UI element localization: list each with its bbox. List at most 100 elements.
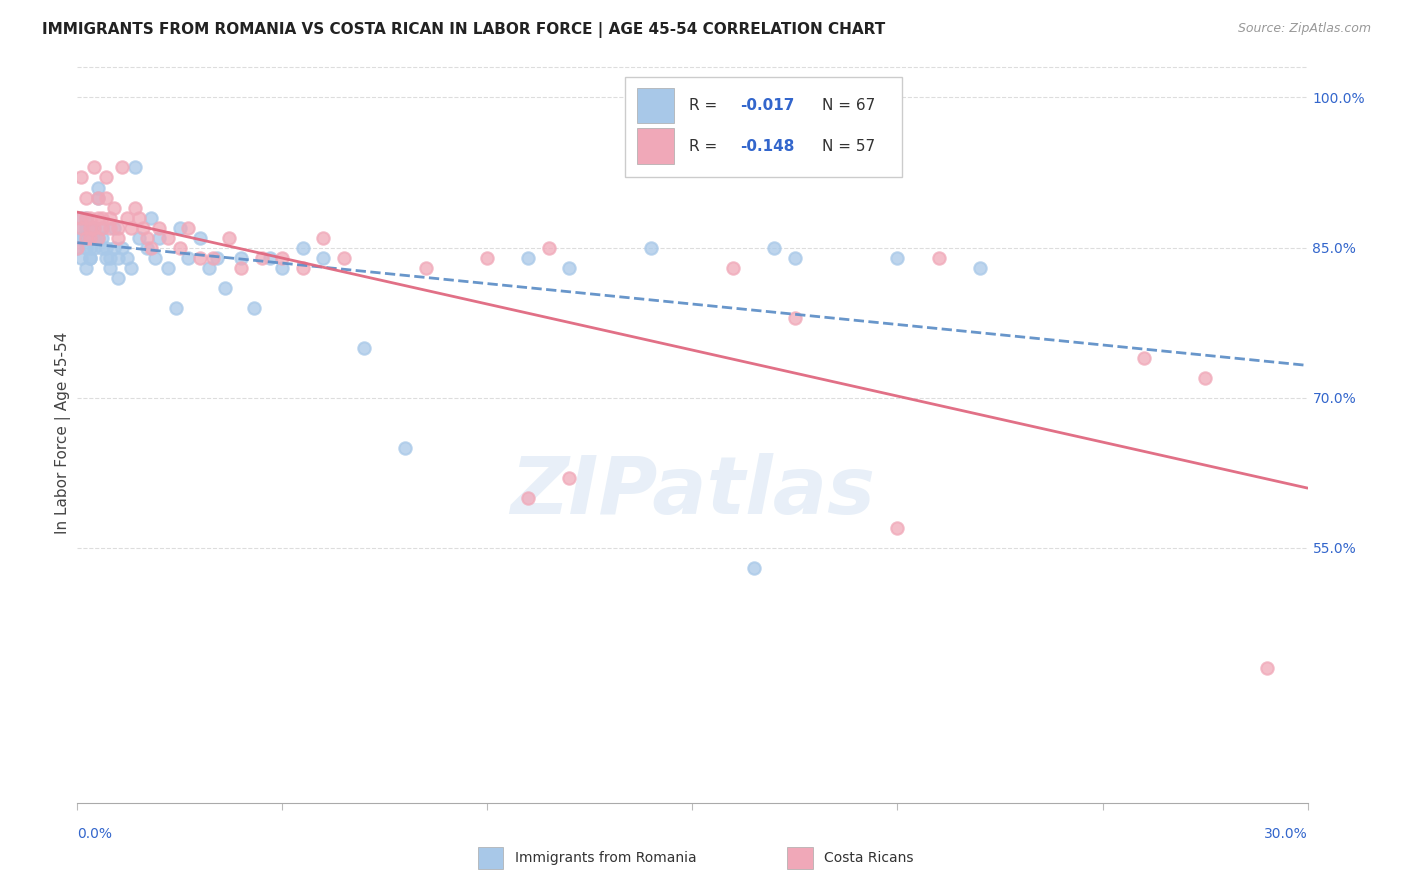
Point (141, 241, 163, 255)
Point (312, 230, 335, 244)
Point (90, 220, 114, 235)
Text: Costa Ricans: Costa Ricans (824, 851, 914, 865)
Point (558, 470, 581, 484)
Text: N = 57: N = 57 (821, 138, 875, 153)
Point (640, 241, 662, 255)
Point (87, 180, 110, 194)
Point (394, 441, 416, 455)
Point (124, 161, 146, 175)
Point (66, 241, 89, 255)
Point (90, 230, 114, 244)
Point (87, 211, 110, 225)
Point (107, 251, 129, 265)
Point (75, 260, 97, 275)
Point (107, 220, 129, 235)
Point (120, 220, 142, 235)
Point (79, 211, 101, 225)
Text: R =: R = (689, 138, 721, 153)
Point (156, 260, 179, 275)
Point (75, 211, 97, 225)
Point (75, 230, 97, 244)
Point (75, 241, 97, 255)
Point (1194, 370, 1216, 384)
Point (1132, 351, 1154, 365)
Point (886, 251, 908, 265)
Point (132, 220, 155, 235)
Point (143, 251, 166, 265)
Point (188, 251, 212, 265)
Point (70, 220, 93, 235)
Point (1256, 661, 1278, 675)
Point (291, 241, 314, 255)
Point (188, 230, 212, 244)
Point (312, 251, 335, 265)
Point (333, 251, 356, 265)
Point (79, 241, 101, 255)
Point (148, 220, 170, 235)
Point (415, 260, 437, 275)
Point (886, 521, 908, 535)
Point (94, 190, 117, 204)
Point (94, 251, 117, 265)
Point (98, 251, 121, 265)
Point (79, 220, 101, 235)
Point (79, 230, 101, 244)
Point (107, 230, 129, 244)
Point (201, 251, 224, 265)
FancyBboxPatch shape (624, 78, 901, 178)
Point (156, 230, 179, 244)
Point (70, 230, 93, 244)
Point (83, 230, 105, 244)
Point (136, 241, 159, 255)
Point (169, 220, 191, 235)
Text: N = 67: N = 67 (821, 98, 875, 113)
Point (783, 251, 806, 265)
Point (87, 190, 110, 204)
Point (231, 260, 253, 275)
Point (70, 220, 93, 235)
Point (271, 260, 294, 275)
Point (103, 241, 125, 255)
Point (79, 230, 101, 244)
Text: R =: R = (689, 98, 721, 113)
Point (87, 230, 110, 244)
Point (558, 260, 581, 275)
Bar (637, 128, 673, 164)
Point (90, 211, 114, 225)
Point (70, 251, 93, 265)
Point (197, 260, 219, 275)
Point (75, 220, 97, 235)
Point (70, 230, 93, 244)
Point (124, 201, 146, 215)
Point (70, 211, 93, 225)
Point (83, 241, 105, 255)
Text: ZIPatlas: ZIPatlas (510, 453, 875, 531)
Point (250, 251, 273, 265)
Point (94, 241, 117, 255)
Point (517, 491, 540, 505)
Point (742, 560, 765, 574)
Text: 0.0%: 0.0% (77, 827, 112, 841)
Point (75, 211, 97, 225)
Point (90, 220, 114, 235)
Text: Source: ZipAtlas.com: Source: ZipAtlas.com (1237, 22, 1371, 36)
Point (98, 220, 121, 235)
Text: IMMIGRANTS FROM ROMANIA VS COSTA RICAN IN LABOR FORCE | AGE 45-54 CORRELATION CH: IMMIGRANTS FROM ROMANIA VS COSTA RICAN I… (42, 22, 886, 38)
Point (79, 251, 101, 265)
Point (353, 341, 375, 355)
Point (90, 241, 114, 255)
Point (242, 301, 264, 315)
Point (94, 170, 117, 185)
Point (291, 260, 314, 275)
Point (231, 251, 253, 265)
Point (79, 230, 101, 244)
Point (177, 220, 200, 235)
Point (87, 190, 110, 204)
Point (537, 241, 560, 255)
Point (120, 260, 142, 275)
Point (70, 211, 93, 225)
Point (75, 190, 97, 204)
Point (141, 211, 163, 225)
Point (128, 211, 150, 225)
Point (115, 251, 138, 265)
